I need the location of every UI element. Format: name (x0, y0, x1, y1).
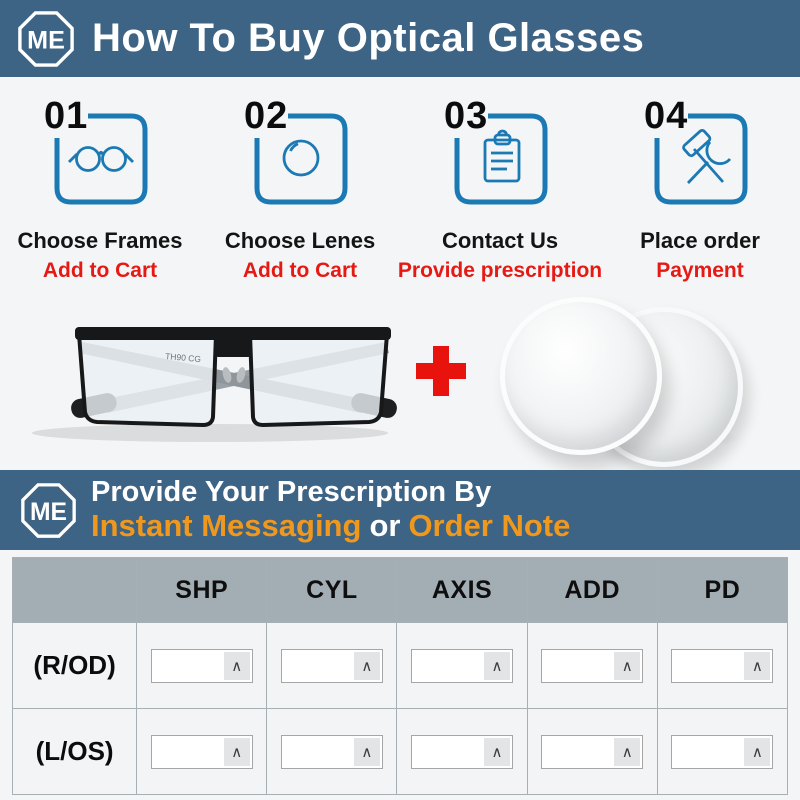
hammer-wrench-icon (654, 113, 748, 205)
cell-rod-pd: ∧ (656, 622, 789, 709)
header-banner: ME How To Buy Optical Glasses (0, 0, 800, 77)
prescription-table-section: SHP CYL AXIS ADD PD (R/OD) ∧ ∧ ∧ ∧ ∧ (L/ (11, 557, 789, 795)
caret-up-icon[interactable]: ∧ (614, 737, 641, 766)
col-header-pd: PD (656, 557, 789, 623)
cell-los-shp: ∧ (136, 708, 268, 795)
caret-up-icon[interactable]: ∧ (614, 651, 641, 680)
eyeglasses-photo: TH90 CG (32, 327, 397, 442)
glasses-icon (54, 113, 148, 205)
caret-up-icon[interactable]: ∧ (484, 651, 511, 680)
cell-los-cyl: ∧ (266, 708, 398, 795)
caret-up-icon[interactable]: ∧ (353, 737, 380, 766)
connector-or: or (369, 507, 401, 543)
input-rod-pd[interactable]: ∧ (671, 648, 774, 683)
table-row-left-eye: (L/OS) ∧ ∧ ∧ ∧ ∧ (11, 708, 789, 795)
steps-row: 01 Choose Frames Add to Cart 02 (0, 95, 800, 283)
input-los-pd[interactable]: ∧ (671, 734, 774, 769)
cell-los-pd: ∧ (656, 708, 789, 795)
table-header-row: SHP CYL AXIS ADD PD (11, 557, 789, 623)
step-subtitle: Provide prescription (397, 259, 603, 282)
col-header-blank (11, 557, 138, 623)
input-los-shp[interactable]: ∧ (150, 734, 253, 769)
input-los-cyl[interactable]: ∧ (280, 734, 383, 769)
step-number: 01 (44, 95, 89, 137)
input-rod-axis[interactable]: ∧ (411, 648, 514, 683)
highlight-instant-messaging: Instant Messaging (91, 507, 362, 543)
step-title: Contact Us (441, 228, 559, 253)
input-los-axis[interactable]: ∧ (411, 734, 514, 769)
plus-icon (416, 346, 466, 396)
input-rod-cyl[interactable]: ∧ (280, 648, 383, 683)
caret-up-icon[interactable]: ∧ (353, 651, 380, 680)
input-rod-add[interactable]: ∧ (541, 648, 644, 683)
lens-icon (254, 113, 348, 205)
step-title: Choose Lenes (224, 228, 376, 253)
caret-up-icon[interactable]: ∧ (744, 651, 771, 680)
page-title: How To Buy Optical Glasses (92, 16, 645, 60)
step-number: 04 (644, 95, 689, 137)
step-number: 03 (444, 95, 489, 137)
lens-disc-front (500, 297, 662, 455)
input-los-add[interactable]: ∧ (541, 734, 644, 769)
me-logo-icon: ME (18, 10, 74, 67)
step-number: 02 (244, 95, 289, 137)
clipboard-icon (454, 113, 548, 205)
step-subtitle: Add to Cart (242, 259, 358, 282)
caret-up-icon[interactable]: ∧ (223, 737, 250, 766)
logo-text: ME (30, 499, 67, 526)
caret-up-icon[interactable]: ∧ (744, 737, 771, 766)
table-row-right-eye: (R/OD) ∧ ∧ ∧ ∧ ∧ (11, 622, 789, 709)
highlight-order-note: Order Note (408, 507, 571, 543)
step-choose-frames: 01 Choose Frames Add to Cart (0, 95, 200, 283)
step-contact-us: 03 Contact Us Provide prescription (397, 95, 603, 283)
step-title: Choose Frames (17, 228, 183, 253)
cell-rod-shp: ∧ (136, 622, 268, 709)
col-header-cyl: CYL (266, 557, 398, 623)
row-label-rod: (R/OD) (11, 622, 138, 709)
cell-los-axis: ∧ (396, 708, 528, 795)
cell-rod-add: ∧ (526, 622, 658, 709)
caret-up-icon[interactable]: ∧ (484, 737, 511, 766)
temple-model-label: TH90 CG (165, 351, 202, 364)
step-choose-lenses: 02 Choose Lenes Add to Cart (200, 95, 400, 283)
col-header-axis: AXIS (396, 557, 528, 623)
input-rod-shp[interactable]: ∧ (150, 648, 253, 683)
step-place-order: 04 Place order Payment (600, 95, 800, 283)
logo-text: ME (27, 26, 65, 54)
row-label-los: (L/OS) (11, 708, 138, 795)
cell-rod-axis: ∧ (396, 622, 528, 709)
me-logo-icon: ME (21, 482, 76, 538)
prescription-table: SHP CYL AXIS ADD PD (R/OD) ∧ ∧ ∧ ∧ ∧ (L/ (11, 557, 789, 795)
col-header-shp: SHP (136, 557, 268, 623)
prescription-banner: ME Provide Your Prescription By Instant … (0, 470, 800, 550)
caret-up-icon[interactable]: ∧ (223, 651, 250, 680)
step-title: Place order (640, 228, 760, 253)
banner2-line2: Instant Messaging or Order Note (91, 507, 571, 544)
product-strip: TH90 CG (0, 290, 800, 468)
banner2-line1: Provide Your Prescription By (91, 476, 492, 509)
cell-rod-cyl: ∧ (266, 622, 398, 709)
col-header-add: ADD (526, 557, 658, 623)
step-subtitle: Payment (656, 259, 744, 282)
step-subtitle: Add to Cart (42, 259, 158, 282)
cell-los-add: ∧ (526, 708, 658, 795)
